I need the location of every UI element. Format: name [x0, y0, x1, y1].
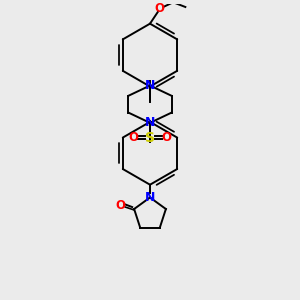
Text: O: O [162, 131, 172, 144]
Text: O: O [155, 2, 165, 15]
Text: O: O [128, 131, 138, 144]
Text: N: N [145, 79, 155, 92]
Text: S: S [145, 130, 155, 145]
Text: N: N [145, 116, 155, 129]
Text: N: N [145, 191, 155, 204]
Text: O: O [116, 199, 125, 212]
